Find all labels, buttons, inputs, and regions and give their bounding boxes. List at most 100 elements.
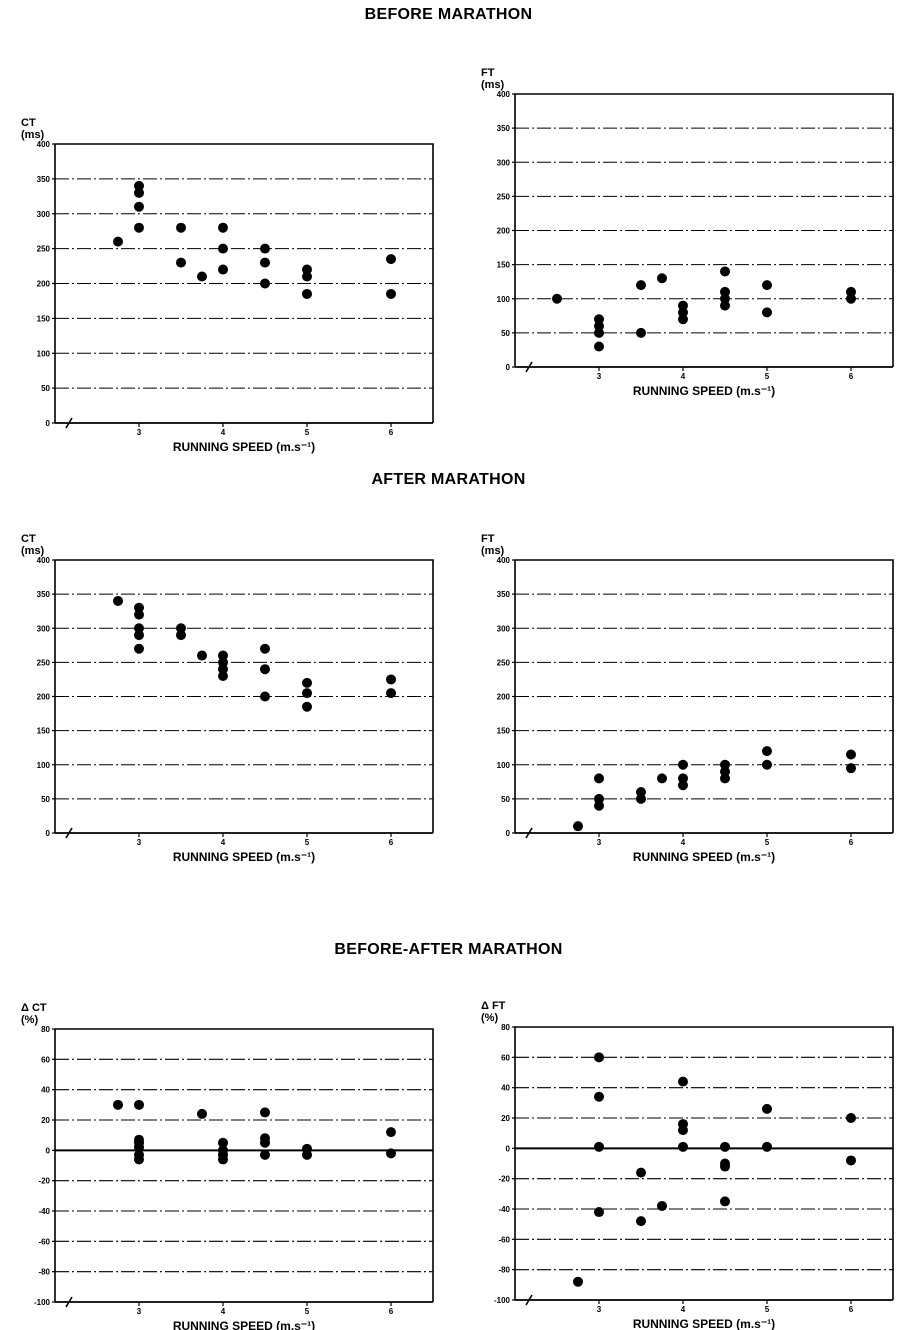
x-tick-label: 3	[597, 372, 602, 381]
x-tick-label: 4	[681, 372, 686, 381]
data-point	[657, 273, 667, 284]
x-tick-label: 6	[389, 1307, 394, 1316]
data-point	[657, 773, 667, 784]
y-axis-label: FT	[481, 67, 495, 79]
y-tick-label: -80	[38, 1268, 50, 1277]
data-point	[636, 327, 646, 338]
data-point	[260, 643, 270, 654]
data-point	[762, 280, 772, 291]
chart-after-ct: 0 50 100 150 200 250 300 350 400 3 4 5 6 CT (ms) RUNNIN…	[0, 515, 440, 875]
y-tick-label: 250	[497, 192, 511, 201]
y-tick-label: 200	[497, 693, 511, 702]
data-point	[134, 201, 144, 212]
y-tick-label: 300	[37, 210, 51, 219]
data-point	[386, 288, 396, 299]
y-axis-unit: (%)	[481, 1012, 498, 1024]
data-point	[302, 688, 312, 699]
y-tick-label: 80	[41, 1025, 50, 1034]
y-tick-label: 50	[41, 795, 50, 804]
data-point	[594, 1207, 604, 1218]
y-tick-label: 100	[37, 349, 51, 358]
y-tick-label: 0	[46, 1146, 51, 1155]
axis-break-mark	[525, 361, 533, 373]
y-axis-unit: (ms)	[21, 545, 45, 557]
data-point	[762, 1103, 772, 1114]
x-tick-label: 5	[305, 428, 310, 437]
y-tick-label: 350	[497, 590, 511, 599]
data-point	[594, 341, 604, 352]
data-point	[678, 314, 688, 325]
x-tick-label: 3	[137, 1307, 142, 1316]
y-tick-label: 40	[41, 1086, 50, 1095]
data-point	[302, 677, 312, 688]
data-point	[594, 1141, 604, 1152]
data-point	[176, 257, 186, 268]
x-tick-label: 5	[765, 1305, 770, 1314]
data-point	[573, 1276, 583, 1287]
data-point	[197, 1108, 207, 1119]
scatter-plot-after-ct: 0 50 100 150 200 250 300 350 400 3 4 5 6 CT(ms) RUNNIN…	[21, 533, 434, 864]
data-point	[134, 180, 144, 191]
axis-break-mark	[65, 1296, 73, 1308]
y-tick-label: 100	[37, 761, 51, 770]
y-tick-label: 150	[497, 727, 511, 736]
y-tick-label: 200	[37, 693, 51, 702]
data-point	[678, 1125, 688, 1136]
data-point	[113, 236, 123, 247]
x-axis-label: RUNNING SPEED (m.s⁻¹)	[633, 850, 775, 864]
data-point	[134, 1099, 144, 1110]
data-point	[197, 271, 207, 282]
x-tick-label: 5	[765, 372, 770, 381]
y-tick-label: 60	[41, 1055, 50, 1064]
data-point	[260, 243, 270, 254]
data-point	[762, 759, 772, 770]
x-axis-label: RUNNING SPEED (m.s⁻¹)	[173, 440, 315, 454]
x-tick-label: 3	[137, 428, 142, 437]
data-point	[260, 257, 270, 268]
data-point	[846, 749, 856, 760]
data-point	[720, 300, 730, 311]
data-point	[302, 271, 312, 282]
y-tick-label: 50	[501, 795, 510, 804]
y-tick-label: 20	[501, 1114, 510, 1123]
x-tick-label: 5	[305, 838, 310, 847]
data-point	[636, 1167, 646, 1178]
y-axis-label: Δ CT	[21, 1002, 47, 1014]
data-point	[678, 1141, 688, 1152]
x-tick-label: 4	[221, 838, 226, 847]
y-tick-label: -100	[34, 1298, 51, 1307]
axis-break-mark	[525, 827, 533, 839]
data-point	[720, 1161, 730, 1172]
y-tick-label: -60	[498, 1235, 510, 1244]
y-tick-label: 0	[46, 419, 51, 428]
x-tick-label: 3	[137, 838, 142, 847]
y-axis-unit: (ms)	[21, 129, 45, 141]
data-point	[113, 1099, 123, 1110]
data-point	[594, 800, 604, 811]
data-point	[386, 254, 396, 265]
section-title-before: BEFORE MARATHON	[364, 6, 533, 23]
x-axis-label: RUNNING SPEED (m.s⁻¹)	[633, 1317, 775, 1330]
x-tick-label: 4	[681, 838, 686, 847]
data-point	[218, 222, 228, 233]
x-tick-label: 4	[681, 1305, 686, 1314]
y-tick-label: -20	[498, 1175, 510, 1184]
data-point	[197, 650, 207, 661]
data-point	[552, 293, 562, 304]
y-tick-label: -40	[498, 1205, 510, 1214]
y-tick-label: 350	[497, 124, 511, 133]
data-point	[594, 327, 604, 338]
x-tick-label: 6	[389, 838, 394, 847]
data-point	[218, 1137, 228, 1148]
y-tick-label: 50	[501, 329, 510, 338]
data-point	[218, 671, 228, 682]
scatter-plot-after-ft: 0 50 100 150 200 250 300 350 400 3 4 5 6 FT(ms) RUNNIN…	[481, 533, 894, 864]
data-point	[594, 773, 604, 784]
data-point	[636, 280, 646, 291]
y-tick-label: 60	[501, 1053, 510, 1062]
y-tick-label: 50	[41, 384, 50, 393]
y-tick-label: 400	[497, 556, 511, 565]
axis-break-mark	[65, 417, 73, 429]
y-tick-label: 250	[37, 658, 51, 667]
data-point	[260, 664, 270, 675]
